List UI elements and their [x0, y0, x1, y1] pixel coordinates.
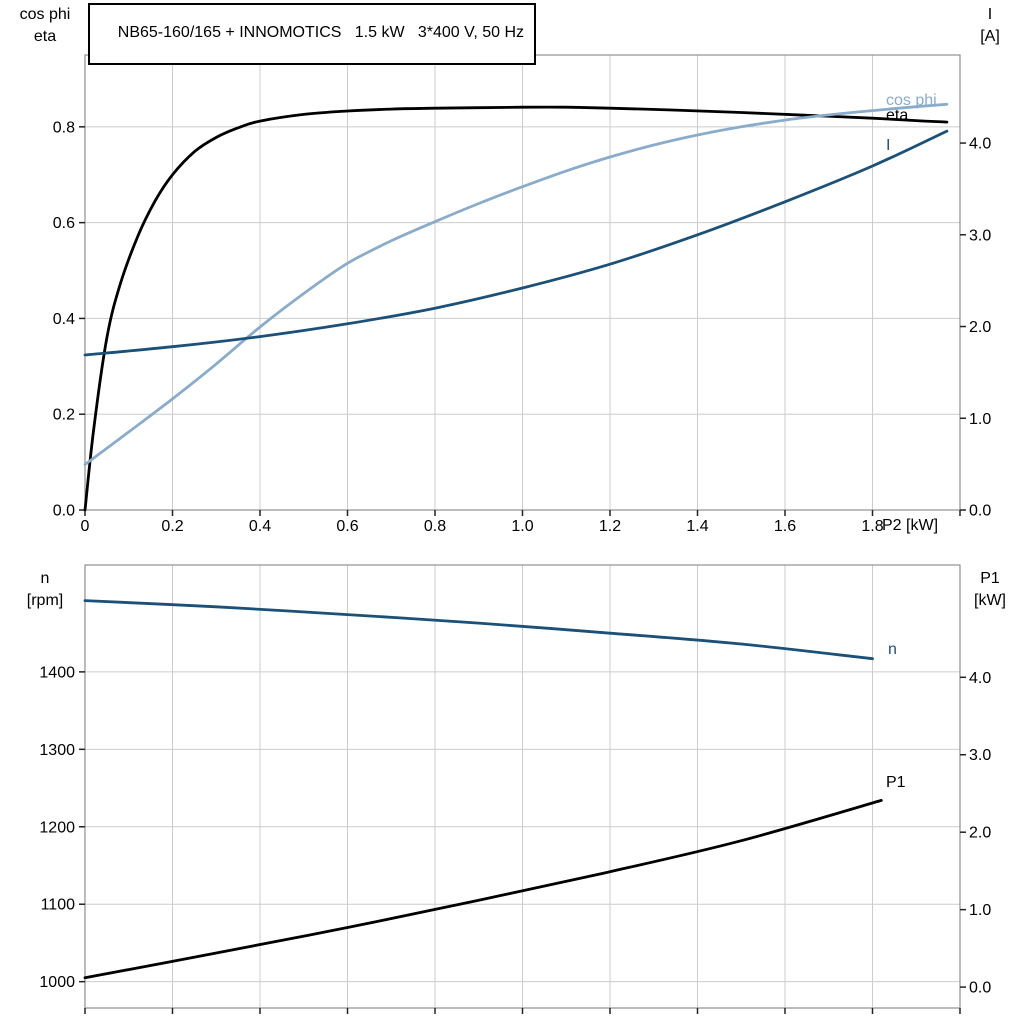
- y-right-tick-label: 2.0: [969, 319, 991, 336]
- x-tick-label: 1.6: [774, 518, 796, 535]
- chart-title: NB65-160/165 + INNOMOTICS 1.5 kW 3*400 V…: [117, 24, 525, 41]
- y-left-tick-label: 0.8: [53, 119, 75, 136]
- series-label-eta: eta: [886, 107, 908, 124]
- x-tick-label: 1.0: [511, 518, 533, 535]
- y-left-tick-label: 1000: [39, 974, 75, 991]
- x-tick-label: 1.8: [861, 518, 883, 535]
- x-tick-label: 1.2: [599, 518, 621, 535]
- y-right-tick-label: 4.0: [969, 670, 991, 687]
- y-left-tick-label: 0.6: [53, 215, 75, 232]
- chart-title-box: NB65-160/165 + INNOMOTICS 1.5 kW 3*400 V…: [88, 3, 537, 65]
- x-tick-label: 0: [81, 518, 90, 535]
- x-tick-label: 0.6: [336, 518, 358, 535]
- series-label-p1: P1: [886, 774, 906, 791]
- axis-title-p1-unit: [kW]: [974, 592, 1006, 609]
- y-left-tick-label: 1100: [41, 897, 76, 914]
- y-left-tick-label: 0.0: [53, 503, 75, 520]
- series-line-p1: [83, 799, 883, 980]
- series-line-i: [83, 129, 949, 357]
- axis-title-current: I: [987, 6, 993, 23]
- series-label-i: I: [886, 137, 890, 154]
- series-label-cos-phi: cos phi: [886, 92, 937, 109]
- y-right-tick-label: 4.0: [969, 136, 991, 153]
- x-tick-label: 1.4: [686, 518, 708, 535]
- series-line-eta: [83, 105, 949, 512]
- axis-title-current-unit: [A]: [980, 28, 1000, 45]
- x-tick-label: 0.8: [424, 518, 446, 535]
- series-line-n: [83, 599, 874, 661]
- series-line-cos-phi: [83, 102, 949, 466]
- x-tick-label: 0.4: [249, 518, 271, 535]
- top-left-axis-title: cos phi eta: [6, 4, 84, 48]
- y-right-tick-label: 2.0: [969, 825, 991, 842]
- bottom-left-axis-title: n [rpm]: [6, 568, 84, 612]
- axis-title-p1: P1: [980, 570, 1000, 587]
- top-right-axis-title: I [A]: [960, 4, 1020, 48]
- y-left-tick-label: 0.2: [53, 407, 75, 424]
- x-tick-label: 0.2: [161, 518, 183, 535]
- bottom-right-axis-title: P1 [kW]: [960, 568, 1020, 612]
- y-left-tick-label: 1300: [39, 742, 75, 759]
- x-axis-unit-label: P2 [kW]: [882, 517, 938, 534]
- series-label-n: n: [888, 641, 897, 658]
- axis-title-eta: eta: [33, 28, 57, 45]
- y-right-tick-label: 1.0: [969, 411, 991, 428]
- axis-title-speed: n: [40, 570, 50, 587]
- y-right-tick-label: 3.0: [969, 747, 991, 764]
- y-right-tick-label: 3.0: [969, 227, 991, 244]
- y-right-tick-label: 1.0: [969, 902, 991, 919]
- y-left-tick-label: 1200: [39, 819, 75, 836]
- y-right-tick-label: 0.0: [969, 980, 991, 997]
- y-left-tick-label: 1400: [39, 664, 75, 681]
- y-left-tick-label: 0.4: [53, 311, 75, 328]
- y-right-tick-label: 0.0: [969, 503, 991, 520]
- axis-title-speed-unit: [rpm]: [26, 592, 64, 609]
- axis-title-cos-phi: cos phi: [19, 6, 71, 23]
